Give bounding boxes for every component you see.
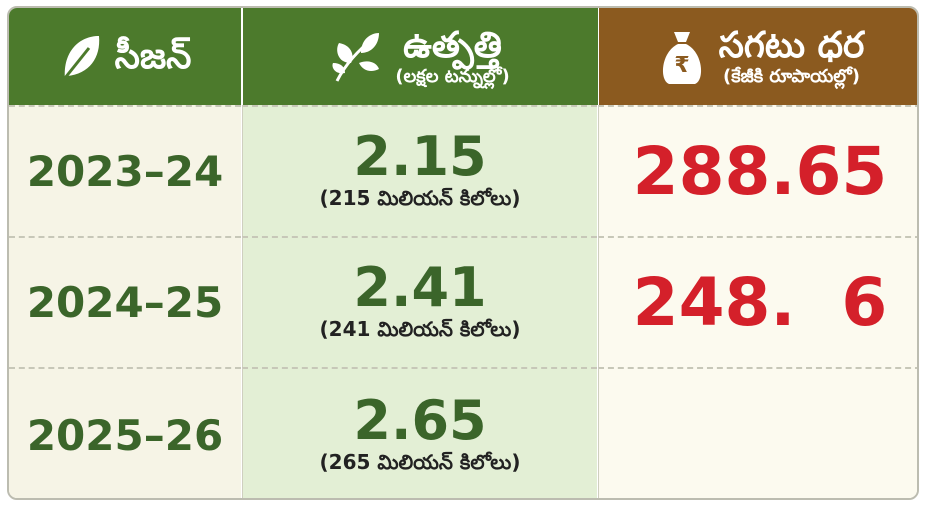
table-cell: 2024–25 [9,236,241,367]
production-note: (265 మిలియన్ కిలోలు) [319,450,521,474]
table-cell: 2023–24 [9,105,241,236]
header-subtitle: (కేజీకి రూపాయల్లో) [722,65,861,87]
header-title: సగటు ధర [718,24,865,66]
production-note: (215 మిలియన్ కిలోలు) [319,186,521,210]
table-cell: 2025–26 [9,367,241,498]
table-cell: 2.15 (215 మిలియన్ కిలోలు) [242,105,597,236]
season: 2024–25 [26,278,224,327]
production-value: 2.41 [353,256,487,319]
price-value: 288.65 [632,133,888,210]
header-cell: సీజన్ [9,8,241,105]
header-cell: ₹ సగటు ధర (కేజీకి రూపాయల్లో) [598,8,917,105]
header-subtitle: (లక్షల టన్నుల్లో) [395,65,510,87]
production-note: (241 మిలియన్ కిలోలు) [319,317,521,341]
production-value: 2.65 [353,389,487,452]
season: 2025–26 [26,411,224,460]
production-value: 2.15 [353,125,487,188]
season: 2023–24 [26,147,224,196]
header-title: ఉత్పత్తి [403,24,502,66]
table-cell: 2.41 (241 మిలియన్ కిలోలు) [242,236,597,367]
table-cell: 2.65 (265 మిలియన్ కిలోలు) [242,367,597,498]
leaf-icon [63,35,99,79]
table-cell [598,367,917,498]
header-title: సీజన్ [114,35,192,77]
rupee-symbol: ₹ [674,53,689,78]
header-cell: ఉత్పత్తి (లక్షల టన్నుల్లో) [242,8,598,105]
table: సీజన్ ఉత్పత్తి (లక్షల టన్నుల్లో) ₹ సగటు … [7,6,919,500]
money-bag-icon: ₹ [662,31,701,84]
price-value: 248. 6 [632,264,888,341]
table-cell: 288.65 [598,105,917,236]
table-cell: 248. 6 [598,236,917,367]
leaves-icon [332,32,380,82]
